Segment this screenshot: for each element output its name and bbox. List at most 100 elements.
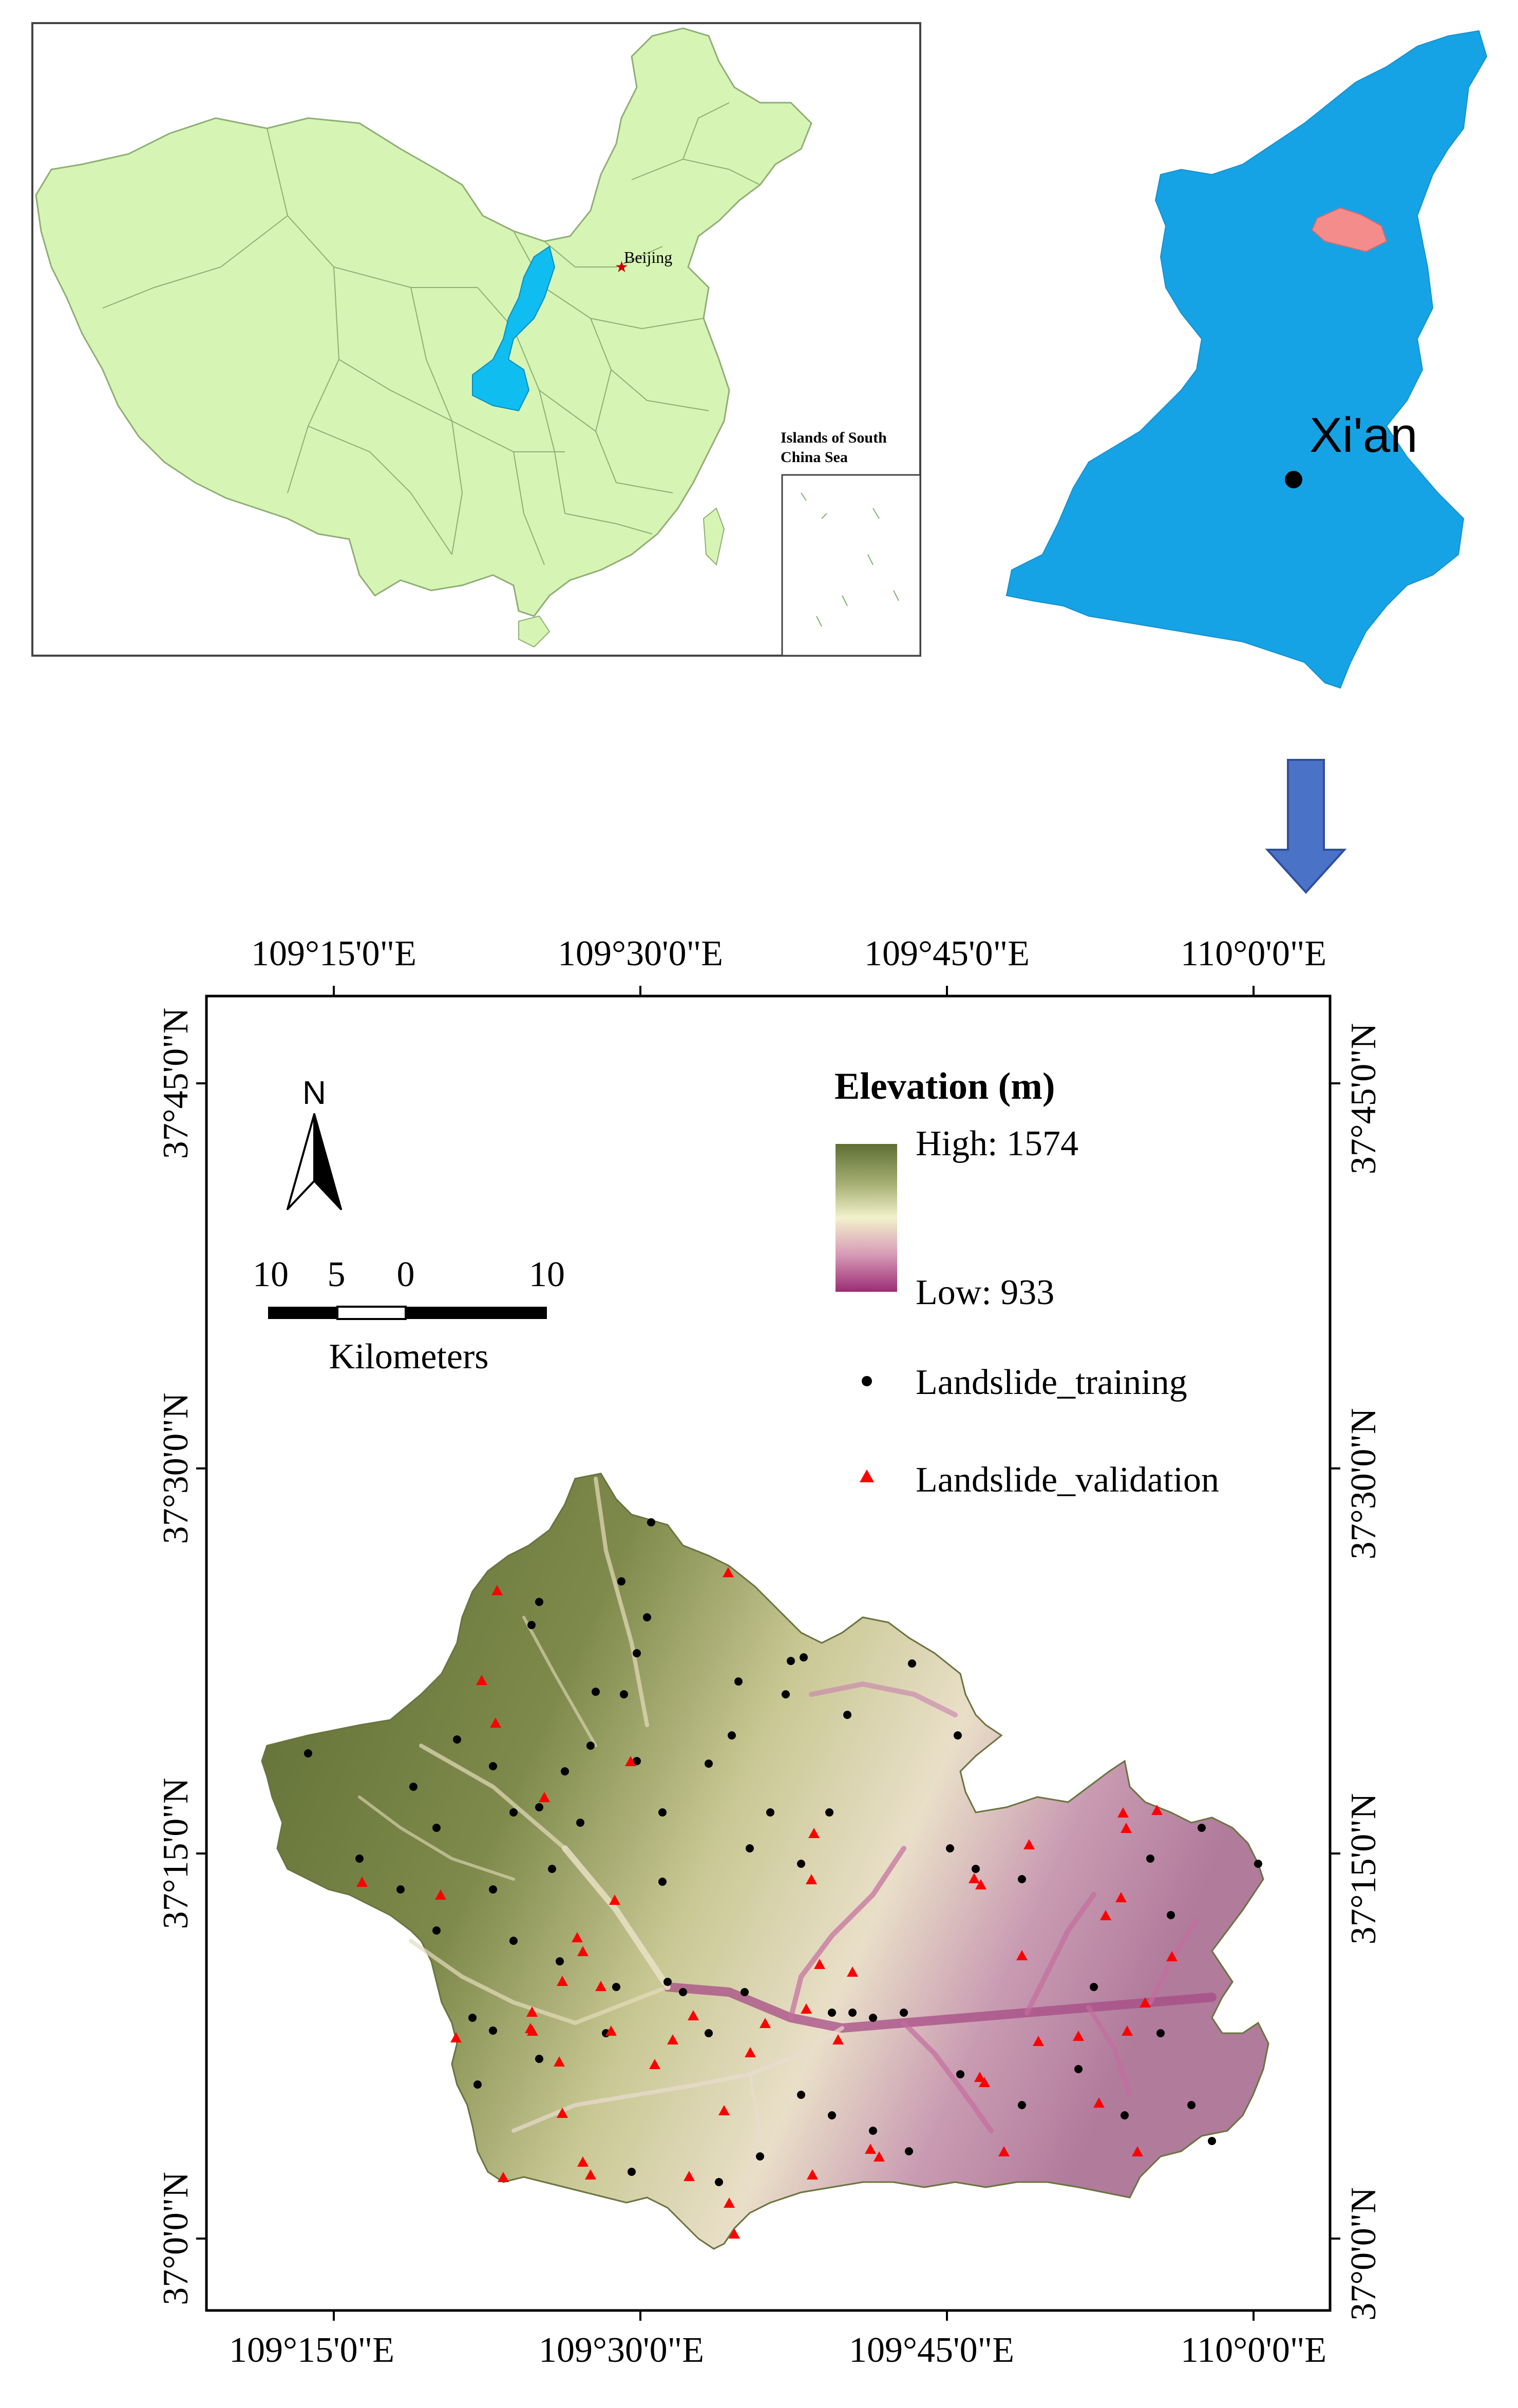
training-point: [843, 1711, 851, 1719]
validation-point: [450, 2032, 462, 2042]
right-tick-label: 37°0'0"N: [1344, 2187, 1383, 2321]
validation-point: [557, 1976, 568, 1986]
training-point: [705, 1760, 713, 1768]
landslide-training-points: [304, 1518, 1262, 2186]
hainan-island: [518, 615, 551, 648]
validation-point: [1140, 1997, 1151, 2008]
training-point: [535, 1803, 543, 1811]
validation-point: [729, 2228, 740, 2239]
training-point: [489, 1885, 497, 1894]
validation-point: [814, 1959, 825, 1969]
left-tick-label: 37°45'0"N: [156, 1008, 196, 1159]
training-point: [797, 2091, 805, 2099]
training-point: [663, 1978, 672, 1986]
validation-point: [577, 1946, 589, 1956]
left-tick-label: 37°0'0"N: [156, 2172, 196, 2305]
capital-label: Beijing: [624, 248, 672, 266]
training-point: [746, 1844, 754, 1852]
validation-point: [577, 2156, 589, 2167]
validation-point: [498, 2172, 509, 2182]
bottom-tick-label: 110°0'0"E: [1181, 2330, 1326, 2370]
legend-high: High: 1574: [916, 1124, 1078, 1163]
validation-point: [595, 1981, 606, 1991]
training-point: [705, 2029, 713, 2037]
validation-point: [490, 1717, 501, 1728]
training-point: [658, 1878, 667, 1886]
landslide-validation-points: [356, 1567, 1178, 2239]
validation-point: [585, 2169, 596, 2180]
validation-point: [1121, 1823, 1132, 1833]
training-point: [556, 1957, 564, 1965]
legend-low: Low: 933: [916, 1273, 1054, 1312]
validation-point: [609, 1895, 620, 1905]
training-point: [535, 1598, 543, 1606]
province-shape: [1005, 30, 1488, 689]
validation-point: [975, 1879, 986, 1889]
training-point: [468, 2014, 477, 2022]
city-point-icon: [1285, 471, 1302, 488]
scale-unit: Kilometers: [329, 1337, 488, 1377]
validation-point: [491, 1585, 503, 1595]
validation-point: [969, 1873, 980, 1883]
validation-point: [808, 1828, 820, 1838]
scale-bar: [268, 1306, 547, 1320]
validation-point: [1100, 1910, 1111, 1920]
training-point: [1208, 2137, 1216, 2145]
validation-point: [807, 2169, 818, 2180]
left-tick-label: 37°15'0"N: [156, 1778, 196, 1929]
validation-point: [974, 2072, 985, 2082]
training-point: [620, 1690, 628, 1698]
training-point: [586, 1742, 595, 1750]
training-point: [741, 1988, 749, 1996]
training-point: [548, 1865, 556, 1873]
training-point: [766, 1808, 774, 1817]
validation-point: [847, 1966, 858, 1977]
training-point: [787, 1657, 795, 1665]
training-point: [527, 1621, 536, 1629]
training-point: [561, 1767, 569, 1775]
validation-point: [1166, 1951, 1178, 1961]
training-point: [633, 1649, 641, 1657]
validation-point: [724, 2197, 735, 2208]
validation-point: [874, 2151, 885, 2162]
south-china-sea-inset: [781, 474, 921, 657]
city-label: Xi'an: [1310, 408, 1417, 463]
river-valleys: [358, 1477, 1217, 2199]
validation-point: [1122, 2025, 1133, 2036]
training-point: [956, 2070, 964, 2078]
training-point: [679, 1988, 687, 1996]
right-tick-label: 37°15'0"N: [1344, 1793, 1383, 1945]
scale-label: 5: [328, 1255, 346, 1294]
validation-point: [356, 1877, 368, 1887]
training-point: [1146, 1855, 1154, 1863]
training-point: [1156, 2029, 1165, 2037]
training-point: [946, 1844, 954, 1852]
top-tick-label: 109°45'0"E: [864, 934, 1030, 973]
validation-point: [554, 2056, 565, 2067]
validation-point: [476, 1675, 487, 1685]
validation-point: [649, 2059, 660, 2069]
elevation-color-ramp: [836, 1144, 897, 1292]
bottom-tick-label: 109°30'0"E: [539, 2330, 704, 2370]
training-point: [828, 2111, 836, 2119]
shaanxi-highlight: [472, 245, 556, 412]
validation-point: [1093, 2097, 1105, 2108]
training-point: [734, 1677, 743, 1686]
training-point: [1121, 2111, 1129, 2119]
training-point: [782, 1690, 790, 1698]
legend-validation-label: Landslide_validation: [916, 1460, 1219, 1500]
training-point: [825, 1808, 833, 1817]
training-point: [509, 1808, 518, 1817]
bottom-tick-label: 109°15'0"E: [229, 2330, 394, 2370]
validation-point: [1033, 2036, 1044, 2046]
validation-point: [1151, 1805, 1163, 1815]
top-tick-label: 109°15'0"E: [251, 934, 416, 973]
validation-point: [745, 2047, 756, 2057]
training-point: [612, 1983, 620, 1991]
legend-title: Elevation (m): [834, 1065, 1055, 1107]
training-point: [756, 2152, 764, 2161]
training-point: [489, 1762, 497, 1770]
training-point: [972, 1865, 980, 1873]
training-point: [535, 2055, 543, 2063]
training-point: [848, 2009, 857, 2017]
